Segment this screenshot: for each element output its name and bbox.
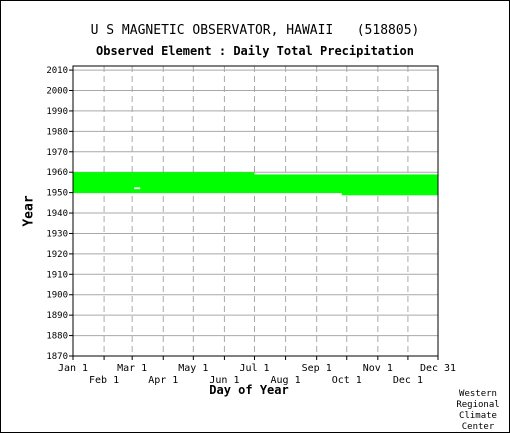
y-tick-label: 1900: [46, 291, 68, 301]
coverage-bar: [341, 193, 438, 196]
x-tick-label: Jul 1: [239, 363, 269, 374]
y-tick-label: 1990: [46, 107, 68, 117]
y-tick-label: 1950: [46, 189, 68, 199]
x-tick-label: Nov 1: [363, 363, 393, 374]
y-tick-label: 2010: [46, 66, 68, 76]
x-tick-label: Oct 1: [332, 375, 362, 386]
chart-title: U S MAGNETIC OBSERVATOR, HAWAII (518805): [90, 23, 420, 38]
y-tick-label: 1880: [46, 332, 68, 342]
x-axis-label: Day of Year: [209, 383, 289, 397]
y-tick-label: 1870: [46, 352, 68, 362]
x-tick-label: Feb 1: [89, 375, 119, 386]
x-tick-label: Jan 1: [58, 363, 88, 374]
x-tick-label: Dec 31: [420, 363, 456, 374]
data-coverage: [73, 172, 438, 196]
plot-frame: [72, 65, 439, 357]
y-axis-label: Year: [21, 195, 37, 227]
credit-line: Center: [461, 422, 495, 432]
y-tick-label: 1960: [46, 168, 68, 178]
chart-subtitle: Observed Element : Daily Total Precipita…: [96, 44, 414, 58]
y-tick-label: 1930: [46, 229, 68, 239]
credit-block: Western Regional Climate Center: [453, 389, 503, 432]
data-gap: [134, 187, 141, 190]
x-tick-label: Sep 1: [302, 363, 332, 374]
y-tick-label: 1970: [46, 148, 68, 158]
credit-line: Regional: [456, 400, 500, 410]
grid-lines: [73, 66, 438, 357]
x-tick-label: Jun 1: [209, 375, 239, 386]
coverage-bar: [254, 174, 438, 194]
y-tick-label: 1940: [46, 209, 68, 219]
y-tick-label: 1910: [46, 270, 68, 280]
coverage-bar: [73, 172, 255, 194]
x-tick-label: Dec 1: [393, 375, 423, 386]
y-tick-label: 1920: [46, 250, 68, 260]
credit-line: Western: [459, 389, 497, 399]
x-tick-label: Mar 1: [117, 363, 147, 374]
x-tick-label: Aug 1: [271, 375, 301, 386]
y-tick-label: 2000: [46, 87, 68, 97]
x-tick-label: Apr 1: [148, 375, 178, 386]
x-tick-label: May 1: [178, 363, 208, 374]
y-tick-label: 1980: [46, 127, 68, 137]
credit-line: Climate: [459, 411, 497, 421]
y-tick-label: 1890: [46, 311, 68, 321]
axis-ticks: 1870 1880 1890 1900 1910 1920 1930 1940 1950 1960…: [46, 66, 456, 386]
